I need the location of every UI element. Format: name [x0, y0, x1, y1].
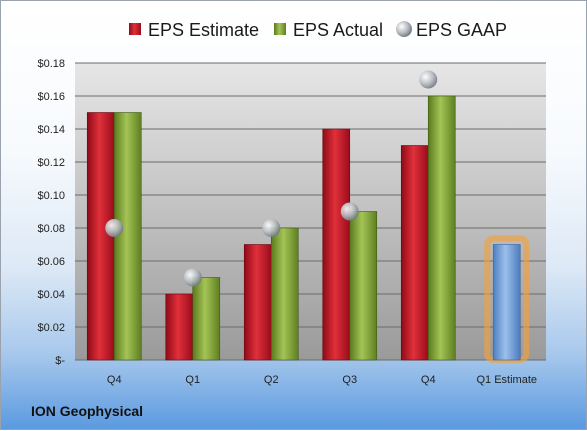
- x-tick-label: Q2: [264, 374, 279, 386]
- legend-gaap-icon: [396, 21, 412, 37]
- bar-eps-estimate: [322, 128, 351, 361]
- bar-eps-actual: [349, 211, 378, 361]
- bar-eps-actual: [270, 227, 299, 361]
- plot-area: [75, 63, 546, 360]
- bar-eps-estimate: [165, 293, 194, 361]
- marker-eps-gaap: [105, 219, 124, 237]
- x-tick-label: Q1 Estimate: [476, 374, 537, 386]
- legend-actual-swatch: [274, 23, 286, 35]
- legend-actual-label: EPS Actual: [293, 20, 383, 40]
- bar-eps-estimate: [243, 244, 272, 361]
- x-tick-label: Q4: [107, 374, 122, 386]
- bar-eps-estimate: [86, 112, 115, 361]
- bar-eps-actual: [113, 112, 142, 361]
- y-tick-label: $0.08: [37, 223, 65, 235]
- legend-gaap-label: EPS GAAP: [416, 20, 507, 40]
- y-tick-label: $0.14: [37, 124, 65, 136]
- legend-estimate-label: EPS Estimate: [148, 20, 259, 40]
- y-tick-label: $-: [55, 355, 65, 367]
- bar-q1-estimate: [492, 244, 521, 361]
- y-tick-label: $0.10: [37, 190, 65, 202]
- marker-eps-gaap: [183, 268, 202, 287]
- x-tick-label: Q4: [421, 374, 436, 386]
- legend-estimate-swatch: [129, 23, 141, 35]
- bar-eps-estimate: [400, 145, 429, 361]
- marker-eps-gaap: [419, 70, 438, 89]
- x-tick-label: Q1: [185, 374, 200, 386]
- company-name: ION Geophysical: [31, 403, 144, 419]
- y-tick-label: $0.12: [37, 157, 65, 169]
- bar-eps-actual: [427, 95, 456, 361]
- y-tick-label: $0.06: [37, 256, 65, 268]
- marker-eps-gaap: [340, 202, 359, 221]
- marker-eps-gaap: [262, 219, 281, 237]
- y-tick-label: $0.16: [37, 91, 65, 103]
- x-tick-label: Q3: [342, 374, 357, 386]
- y-tick-label: $0.18: [37, 58, 65, 70]
- y-tick-label: $0.02: [37, 322, 65, 334]
- y-tick-label: $0.04: [37, 289, 65, 301]
- bar-eps-actual: [192, 277, 221, 361]
